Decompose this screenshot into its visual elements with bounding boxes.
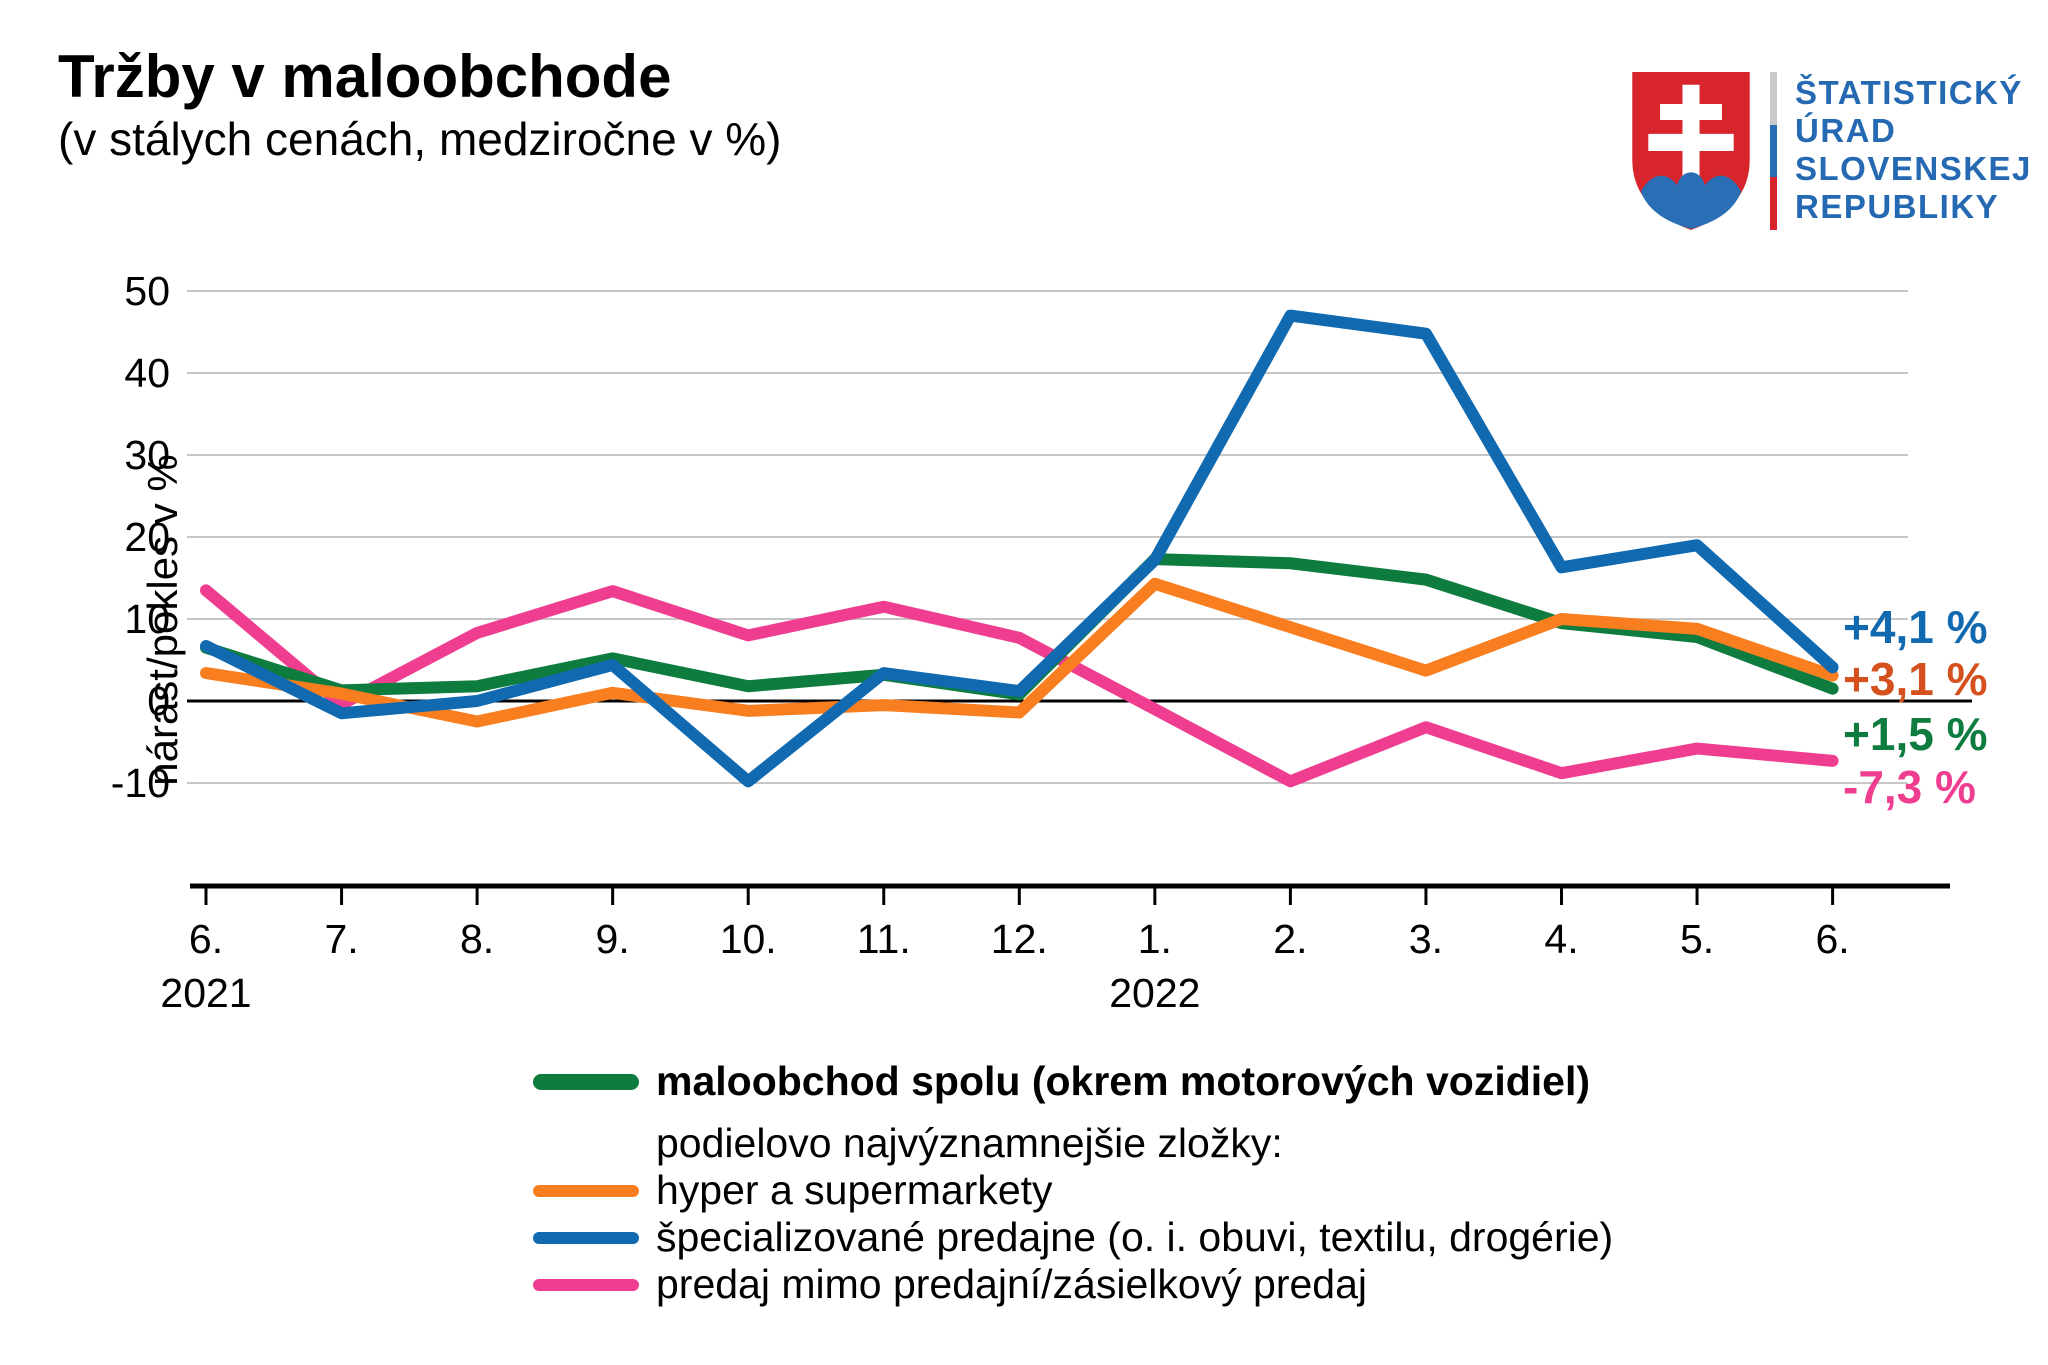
year-label-2022: 2022 [1109, 970, 1201, 1016]
page-title: Tržby v maloobchode [58, 43, 672, 110]
x-tick-label: 3. [1408, 916, 1444, 962]
legend-line-swatch [533, 1231, 639, 1244]
series-line-3 [200, 584, 1839, 788]
legend-row: maloobchod spolu (okrem motorových vozid… [533, 1058, 1613, 1105]
legend-label: hyper a supermarkety [656, 1167, 1053, 1213]
logo-wordmark-line: ŠTATISTICKÝ [1795, 74, 2023, 111]
series-line-2 [200, 309, 1839, 788]
end-value-label: -7,3 % [1843, 761, 1976, 813]
y-tick-label-0: 0 [147, 678, 170, 724]
x-tick-label: 12. [990, 916, 1048, 962]
legend-row: hyper a supermarkety [533, 1167, 1613, 1214]
legend-label: podielovo najvýznamnejšie zložky: [656, 1120, 1283, 1166]
logo-bar-bottom [1770, 177, 1777, 231]
y-tick-label--10: -10 [110, 760, 170, 806]
legend-label: maloobchod spolu (okrem motorových vozid… [656, 1058, 1590, 1104]
page-subtitle: (v stálych cenách, medziročne v %) [58, 113, 782, 165]
end-value-label: +1,5 % [1843, 708, 1988, 760]
logo-tricolor-bar [1770, 72, 1777, 231]
x-tick-label: 5. [1679, 916, 1715, 962]
x-tick-label: 1. [1137, 916, 1172, 962]
chart-legend: maloobchod spolu (okrem motorových vozid… [533, 1058, 1613, 1308]
legend-line-swatch [533, 1184, 639, 1197]
logo-wordmark-line: REPUBLIKY [1795, 188, 2000, 225]
legend-line-swatch [533, 1073, 639, 1090]
logo-wordmark: ŠTATISTICKÝ ÚRAD SLOVENSKEJ REPUBLIKY [1795, 72, 2032, 230]
x-tick-label: 7. [324, 916, 359, 962]
slovak-coat-of-arms-icon [1632, 72, 1750, 230]
legend-row: špecializované predajne (o. i. obuvi, te… [533, 1214, 1613, 1261]
y-tick-label-30: 30 [124, 432, 170, 478]
logo-bar-top [1770, 72, 1777, 125]
legend-line-swatch [533, 1278, 639, 1291]
x-tick-label: 9. [595, 916, 630, 962]
statistical-office-logo: ŠTATISTICKÝ ÚRAD SLOVENSKEJ REPUBLIKY [1632, 72, 2032, 231]
year-label-2021: 2021 [160, 970, 252, 1016]
x-tick-label: 4. [1544, 916, 1579, 962]
x-tick-label: 8. [459, 916, 495, 962]
y-tick-label-40: 40 [124, 350, 170, 396]
y-tick-label-10: 10 [124, 596, 170, 642]
end-value-label: +3,1 % [1843, 653, 1988, 705]
y-tick-label-50: 50 [124, 268, 170, 314]
x-tick-label: 6. [188, 916, 224, 962]
logo-wordmark-line: ÚRAD [1795, 112, 1897, 149]
x-tick-label: 6. [1815, 916, 1850, 962]
series-line-1 [200, 577, 1839, 728]
legend-label: predaj mimo predajní/zásielkový predaj [656, 1261, 1368, 1307]
x-tick-label: 2. [1273, 916, 1308, 962]
logo-wordmark-line: SLOVENSKEJ [1795, 150, 2032, 187]
x-tick-label: 10. [719, 916, 777, 962]
logo-bar-middle [1770, 124, 1777, 178]
end-value-label: +4,1 % [1843, 601, 1988, 653]
legend-row: podielovo najvýznamnejšie zložky: [533, 1120, 1613, 1167]
legend-row: predaj mimo predajní/zásielkový predaj [533, 1261, 1613, 1308]
x-tick-label: 11. [856, 916, 911, 962]
legend-label: špecializované predajne (o. i. obuvi, te… [656, 1214, 1614, 1260]
y-tick-label-20: 20 [124, 514, 170, 560]
